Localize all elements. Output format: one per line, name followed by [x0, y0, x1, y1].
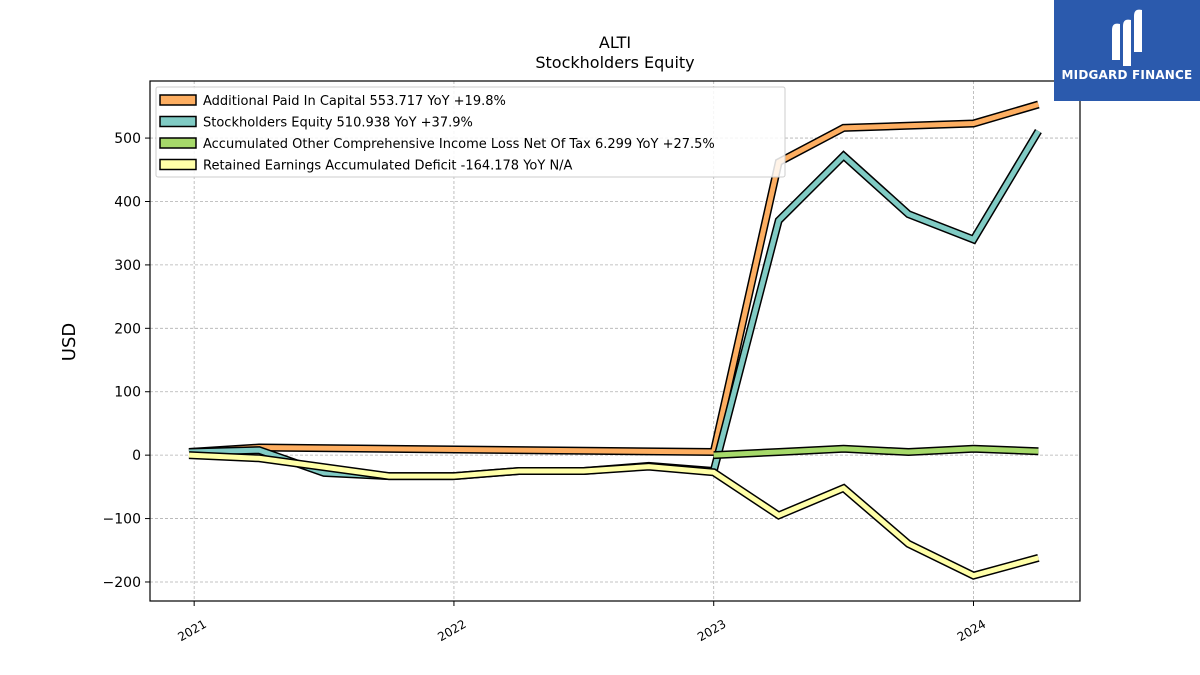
y-axis-label: USD: [59, 323, 80, 361]
brand-logo: MIDGARD FINANCE: [1054, 0, 1200, 101]
plot-frame: [149, 80, 1081, 602]
y-tick-label: −200: [103, 575, 141, 591]
y-tick-label: 500: [114, 131, 141, 147]
y-tick-label: 200: [114, 321, 141, 337]
y-tick-label: 400: [114, 194, 141, 210]
legend-label: Accumulated Other Comprehensive Income L…: [203, 137, 715, 152]
logo-mark-icon: [1112, 9, 1142, 67]
series-line: [188, 452, 1040, 579]
y-tick-label: 100: [114, 385, 141, 401]
legend-swatch: [159, 94, 197, 106]
series-line: [713, 446, 1039, 458]
legend-swatch: [159, 115, 197, 128]
chart-subtitle: Stockholders Equity: [535, 53, 694, 72]
x-tick-label: 2021: [175, 617, 208, 644]
legend-label: Additional Paid In Capital 553.717 YoY +…: [203, 94, 506, 109]
logo-text: MIDGARD FINANCE: [1061, 68, 1193, 82]
series-line-outline: [188, 129, 1042, 481]
legend-swatch: [159, 158, 197, 171]
legend-box: [155, 86, 786, 178]
legend-swatch: [159, 137, 197, 149]
y-tick-label: −100: [103, 512, 141, 528]
legend: Additional Paid In Capital 553.717 YoY +…: [155, 86, 786, 178]
x-tick-label: 2022: [435, 617, 468, 644]
axis-ticks: −200 −100 0 100 200 300 400 500 2021 2022 2023 2024: [103, 131, 989, 644]
x-tick-label: 2023: [695, 617, 728, 644]
legend-label: Retained Earnings Accumulated Deficit -1…: [203, 159, 573, 174]
y-tick-label: 0: [132, 448, 141, 464]
x-tick-label: 2024: [955, 617, 988, 644]
chart-title: ALTI: [599, 33, 631, 52]
grid: [150, 81, 1080, 601]
y-tick-label: 300: [114, 258, 141, 274]
series-line: [188, 129, 1041, 479]
legend-label: Stockholders Equity 510.938 YoY +37.9%: [203, 116, 473, 131]
